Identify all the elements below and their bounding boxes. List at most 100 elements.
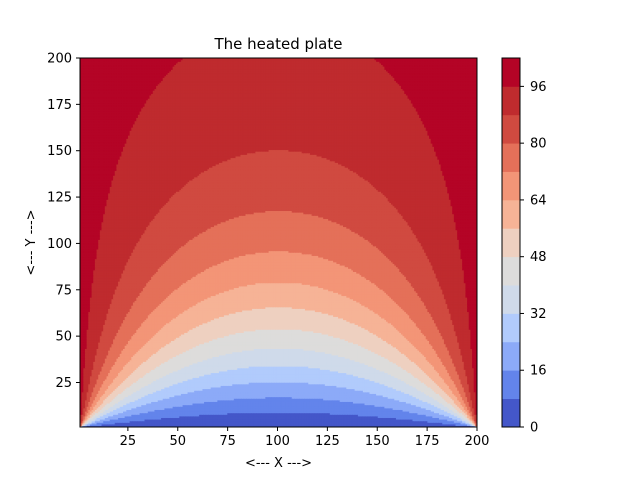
contour-cell xyxy=(189,415,192,418)
contour-cell xyxy=(217,425,220,427)
contour-cell xyxy=(432,422,435,425)
contour-cell xyxy=(364,422,367,425)
contour-cell xyxy=(275,415,278,418)
contour-cell xyxy=(177,423,180,426)
contour-cell xyxy=(319,425,323,427)
contour-cell xyxy=(364,418,367,422)
contour-cell xyxy=(195,415,199,418)
contour-cell xyxy=(123,417,126,420)
contour-cell xyxy=(238,423,242,426)
contour-cell xyxy=(374,415,377,418)
contour-cell xyxy=(134,420,137,423)
contour-cell xyxy=(412,420,415,423)
contour-cell xyxy=(354,423,357,426)
contour-cell xyxy=(377,415,380,418)
contour-cell xyxy=(205,422,208,425)
contour-cell xyxy=(298,415,301,418)
contour-cell xyxy=(96,420,99,423)
contour-cell xyxy=(86,422,89,425)
contour-cell xyxy=(369,420,372,423)
contour-cell xyxy=(429,425,432,427)
contour-cell xyxy=(387,417,390,420)
contour-cell xyxy=(359,423,362,426)
contour-cell xyxy=(245,415,248,418)
contour-cell xyxy=(352,415,356,418)
contour-cell xyxy=(177,425,180,427)
contour-cell xyxy=(169,417,172,420)
contour-cell xyxy=(417,420,420,423)
contour-cell xyxy=(88,415,91,418)
contour-cell xyxy=(114,415,117,418)
contour-cell xyxy=(164,425,167,427)
contour-cell xyxy=(333,422,336,425)
contour-cell xyxy=(372,417,376,420)
contour-cell xyxy=(108,422,111,425)
contour-cell xyxy=(417,422,420,425)
contour-cell xyxy=(448,425,452,427)
contour-cell xyxy=(429,423,432,426)
contour-cell xyxy=(407,425,410,427)
contour-cell xyxy=(106,422,109,425)
contour-cell xyxy=(362,418,366,422)
contour-cell xyxy=(313,422,316,425)
contour-cell xyxy=(326,415,329,418)
contour-cell xyxy=(202,418,205,422)
contour-cell xyxy=(108,417,111,420)
contour-cell xyxy=(218,417,222,420)
contour-cell xyxy=(382,423,385,426)
contour-cell xyxy=(204,425,207,427)
contour-cell xyxy=(96,417,99,420)
contour-cell xyxy=(415,422,419,425)
contour-cell xyxy=(313,423,316,426)
contour-cell xyxy=(172,423,175,426)
contour-cell xyxy=(248,420,251,423)
contour-cell xyxy=(131,417,134,420)
contour-cell xyxy=(179,415,182,418)
contour-cell xyxy=(225,422,228,425)
contour-cell xyxy=(261,417,265,420)
contour-cell xyxy=(170,425,174,427)
contour-cell xyxy=(192,420,195,423)
contour-cell xyxy=(104,422,108,425)
contour-cell xyxy=(339,425,342,427)
contour-cell xyxy=(172,418,175,422)
contour-cell xyxy=(390,422,394,425)
contour-cell xyxy=(319,415,323,418)
contour-cell xyxy=(207,422,210,425)
contour-cell xyxy=(324,415,328,418)
contour-cell xyxy=(437,417,440,420)
contour-cell xyxy=(268,425,271,427)
contour-cell xyxy=(141,420,144,423)
contour-cell xyxy=(424,420,427,423)
contour-cell xyxy=(473,423,476,426)
contour-cell xyxy=(190,415,194,418)
contour-cell xyxy=(118,425,121,427)
contour-cell xyxy=(356,423,359,426)
contour-cell xyxy=(268,415,271,418)
contour-cell xyxy=(338,422,341,425)
contour-cell xyxy=(430,417,433,420)
contour-cell xyxy=(253,423,256,426)
contour-cell xyxy=(111,417,114,420)
contour-cell xyxy=(344,418,347,422)
contour-cell xyxy=(276,423,280,426)
contour-cell xyxy=(182,425,185,427)
contour-cell xyxy=(149,425,152,427)
contour-cell xyxy=(180,423,184,426)
contour-cell xyxy=(366,422,369,425)
contour-cell xyxy=(435,425,438,427)
contour-cell xyxy=(177,417,180,420)
contour-cell xyxy=(243,423,247,426)
contour-cell xyxy=(222,415,225,418)
contour-cell xyxy=(114,423,117,426)
contour-cell xyxy=(440,417,443,420)
contour-cell xyxy=(204,422,207,425)
contour-cell xyxy=(199,418,202,422)
contour-cell xyxy=(149,417,152,420)
contour-cell xyxy=(374,423,377,426)
contour-cell xyxy=(127,423,131,426)
contour-cell xyxy=(187,418,190,422)
contour-cell xyxy=(377,425,380,427)
contour-cell xyxy=(101,417,104,420)
contour-cell xyxy=(415,417,419,420)
